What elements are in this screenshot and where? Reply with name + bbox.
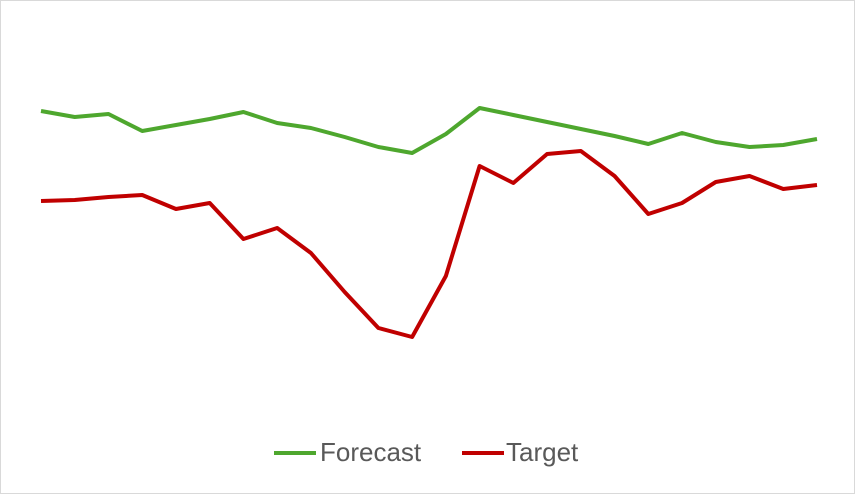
legend-label: Forecast — [320, 437, 422, 467]
data-line — [40, 106, 818, 155]
data-line — [40, 149, 818, 339]
legend-label: Target — [506, 437, 579, 467]
